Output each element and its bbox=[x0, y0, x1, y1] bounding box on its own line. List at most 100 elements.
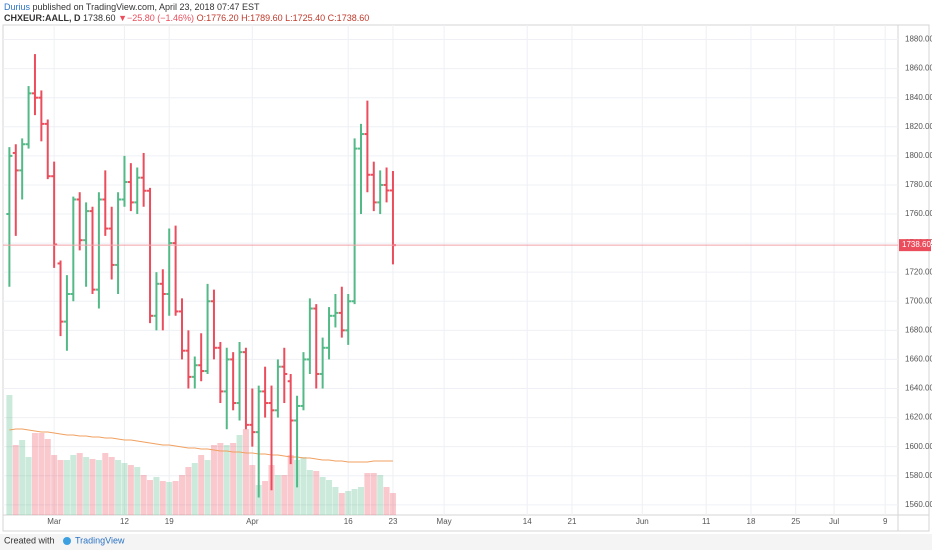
x-tick-label: May bbox=[437, 517, 452, 526]
y-tick-label: 1820.00 bbox=[905, 122, 932, 131]
volume-bar bbox=[198, 455, 205, 515]
x-tick-label: 25 bbox=[791, 517, 800, 526]
x-tick-label: 16 bbox=[344, 517, 353, 526]
y-tick-label: 1600.00 bbox=[905, 442, 932, 451]
volume-bar bbox=[345, 491, 352, 515]
x-tick-label: 18 bbox=[747, 517, 756, 526]
volume-bar bbox=[242, 429, 249, 515]
frame bbox=[2, 24, 930, 532]
volume-bar bbox=[153, 477, 160, 515]
logo bbox=[63, 537, 71, 545]
volume-bar bbox=[255, 485, 262, 515]
volume-bar bbox=[166, 482, 173, 515]
y-tick-label: 1660.00 bbox=[905, 355, 932, 364]
footer-brand[interactable]: TradingView bbox=[75, 535, 125, 545]
volume-bar bbox=[281, 475, 288, 515]
volume-bar bbox=[179, 475, 185, 515]
volume-bar bbox=[159, 481, 166, 515]
change: −25.80 (−1.46%) bbox=[127, 13, 195, 23]
volume-bar bbox=[326, 480, 333, 515]
volume-bar bbox=[83, 457, 90, 515]
volume-bar bbox=[51, 455, 58, 515]
volume-bar bbox=[147, 480, 154, 515]
volume-bar bbox=[377, 475, 384, 515]
volume-bar bbox=[370, 473, 377, 515]
x-tick-label: 12 bbox=[120, 517, 129, 526]
volume-bar bbox=[204, 460, 211, 515]
volume-bar bbox=[217, 443, 224, 515]
x-tick-label: 21 bbox=[568, 517, 577, 526]
y-tick-label: 1620.00 bbox=[905, 413, 932, 422]
y-tick-label: 1640.00 bbox=[905, 384, 932, 393]
x-tick-label: Jul bbox=[829, 517, 839, 526]
y-tick-label: 1860.00 bbox=[905, 64, 932, 73]
volume-bar bbox=[70, 455, 77, 515]
y-tick-label: 1800.00 bbox=[905, 151, 932, 160]
volume-bar bbox=[274, 475, 281, 515]
volume-bar bbox=[6, 395, 13, 515]
x-tick-label: Mar bbox=[47, 517, 61, 526]
volume-bar bbox=[351, 489, 358, 515]
volume-bar bbox=[223, 445, 230, 515]
y-tick-label: 1700.00 bbox=[905, 296, 932, 305]
volume-bar bbox=[294, 460, 301, 515]
publish-line: Durius published on TradingView.com, Apr… bbox=[4, 2, 260, 12]
volume-bar bbox=[172, 481, 179, 515]
x-tick-label: 23 bbox=[389, 517, 398, 526]
y-tick-label: 1780.00 bbox=[905, 180, 932, 189]
volume-bar bbox=[63, 460, 70, 515]
volume-bar bbox=[19, 440, 26, 515]
volume-bar bbox=[262, 481, 269, 515]
volume-bar bbox=[210, 445, 217, 515]
y-tick-label: 1880.00 bbox=[905, 35, 932, 44]
volume-bar bbox=[25, 457, 32, 515]
volume-bar bbox=[185, 467, 192, 515]
volume-bar bbox=[300, 457, 307, 515]
volume-bar bbox=[102, 453, 109, 515]
published: published on TradingView.com, April 23, … bbox=[32, 2, 260, 12]
last: 1738.60 bbox=[83, 13, 116, 23]
volume-bar bbox=[249, 465, 256, 515]
volume-bar bbox=[191, 463, 198, 515]
footer-bg bbox=[0, 534, 932, 550]
volume-bar bbox=[12, 445, 19, 515]
volume-ma-line bbox=[9, 428, 393, 463]
volume-bar bbox=[57, 460, 64, 515]
volume-bar bbox=[306, 470, 313, 515]
volume-bar bbox=[383, 487, 390, 515]
volume-bar bbox=[389, 493, 396, 515]
ohlc: O:1776.20 H:1789.60 L:1725.40 C:1738.60 bbox=[196, 13, 370, 23]
x-tick-label: 11 bbox=[702, 517, 711, 526]
arrow: ▼ bbox=[118, 13, 127, 23]
y-tick-label: 1760.00 bbox=[905, 209, 932, 218]
symbol: CHXEUR:AALL, D bbox=[4, 13, 81, 23]
x-tick-label: 19 bbox=[165, 517, 174, 526]
y-tick-label: 1680.00 bbox=[905, 325, 932, 334]
volume-bar bbox=[121, 463, 128, 515]
volume-bar bbox=[319, 477, 326, 515]
author[interactable]: Durius bbox=[4, 2, 31, 12]
y-tick-label: 1840.00 bbox=[905, 93, 932, 102]
volume-bar bbox=[332, 487, 339, 515]
volume-bar bbox=[287, 455, 294, 515]
y-tick-label: 1580.00 bbox=[905, 471, 932, 480]
volume-bar bbox=[358, 487, 364, 515]
volume-bar bbox=[338, 493, 345, 515]
volume-bar bbox=[115, 460, 122, 515]
volume-bar bbox=[76, 453, 83, 515]
legend-line: CHXEUR:AALL, D 1738.60 ▼−25.80 (−1.46%) … bbox=[4, 13, 369, 23]
last-price-label: 1738.60 bbox=[902, 240, 931, 249]
x-tick-label: 9 bbox=[883, 517, 888, 526]
y-tick-label: 1560.00 bbox=[905, 500, 932, 509]
volume-bar bbox=[89, 459, 96, 515]
volume-bar bbox=[230, 443, 237, 515]
x-tick-label: 14 bbox=[523, 517, 532, 526]
volume-bar bbox=[127, 465, 134, 515]
volume-bar bbox=[313, 471, 320, 515]
y-tick-label: 1720.00 bbox=[905, 267, 932, 276]
x-tick-label: Jun bbox=[636, 517, 649, 526]
volume-bar bbox=[364, 473, 371, 515]
last-price-box bbox=[899, 239, 931, 252]
